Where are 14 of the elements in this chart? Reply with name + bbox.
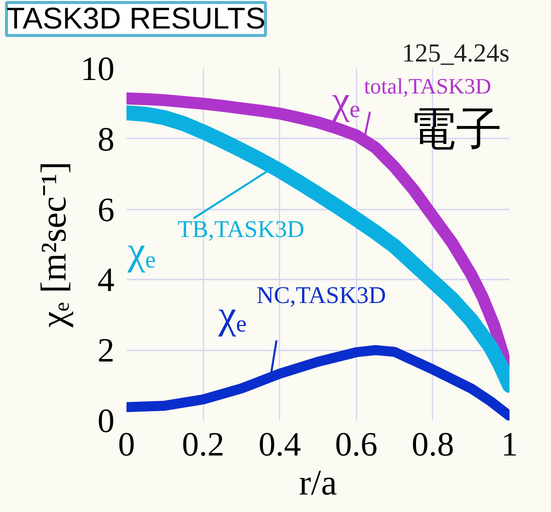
y-tick-label: 0: [98, 403, 114, 440]
x-tick-label: 0.6: [335, 426, 378, 464]
y-axis-title: χₑ [m²sec⁻¹]: [34, 162, 74, 328]
x-tick-label: 1: [501, 426, 518, 464]
y-tick-label: 2: [98, 332, 114, 370]
y-tick-label: 6: [98, 192, 114, 229]
chart-subtitle: 125_4.24s: [402, 38, 510, 68]
y-tick-label: 4: [98, 262, 114, 300]
y-tick-label: 8: [98, 121, 114, 158]
x-tick-label: 0.8: [412, 426, 454, 464]
x-tick-label: 0.4: [258, 426, 301, 464]
x-axis-title: r/a: [299, 462, 338, 502]
y-tick-label: 10: [80, 51, 114, 88]
x-tick-label: 0.2: [182, 426, 224, 464]
